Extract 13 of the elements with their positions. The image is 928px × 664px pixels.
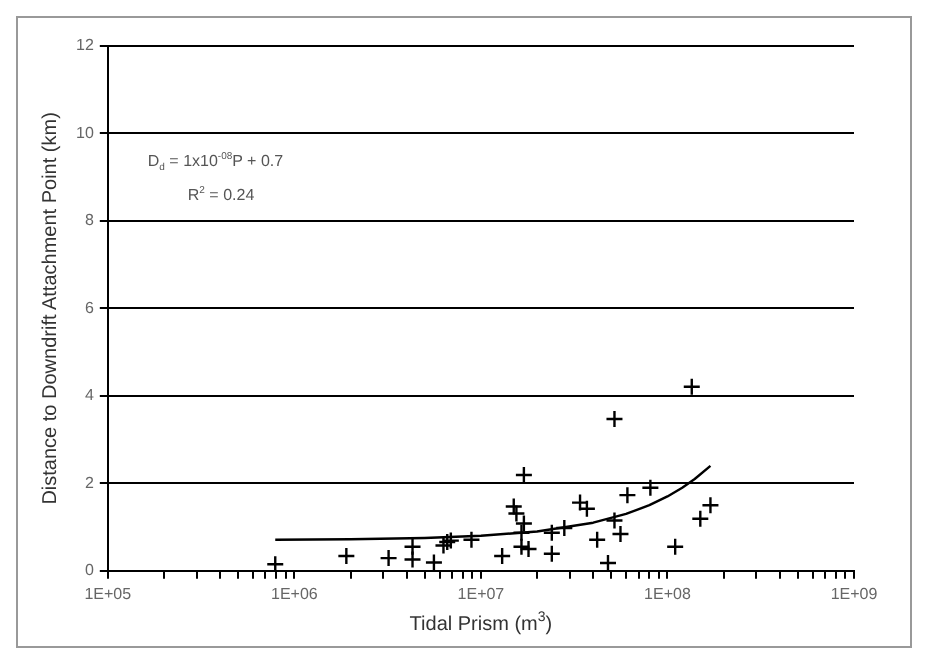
y-tick-label: 2: [84, 473, 95, 492]
y-tick-label: 4: [84, 386, 95, 405]
y-tick-label: 10: [75, 123, 95, 142]
y-tick-label: 12: [75, 36, 95, 55]
y-tick-label: 6: [84, 298, 95, 317]
y-tick-label: 8: [84, 211, 95, 230]
x-tick-label: 1E+07: [457, 584, 506, 603]
y-tick-label: 0: [84, 561, 95, 580]
x-tick-label: 1E+09: [830, 584, 879, 603]
y-axis-title: Distance to Downdrift Attachment Point (km): [39, 112, 62, 505]
x-tick-label: 1E+08: [644, 584, 692, 603]
x-tick-label: 1E+06: [270, 584, 319, 603]
x-tick-label: 1E+05: [84, 584, 133, 603]
